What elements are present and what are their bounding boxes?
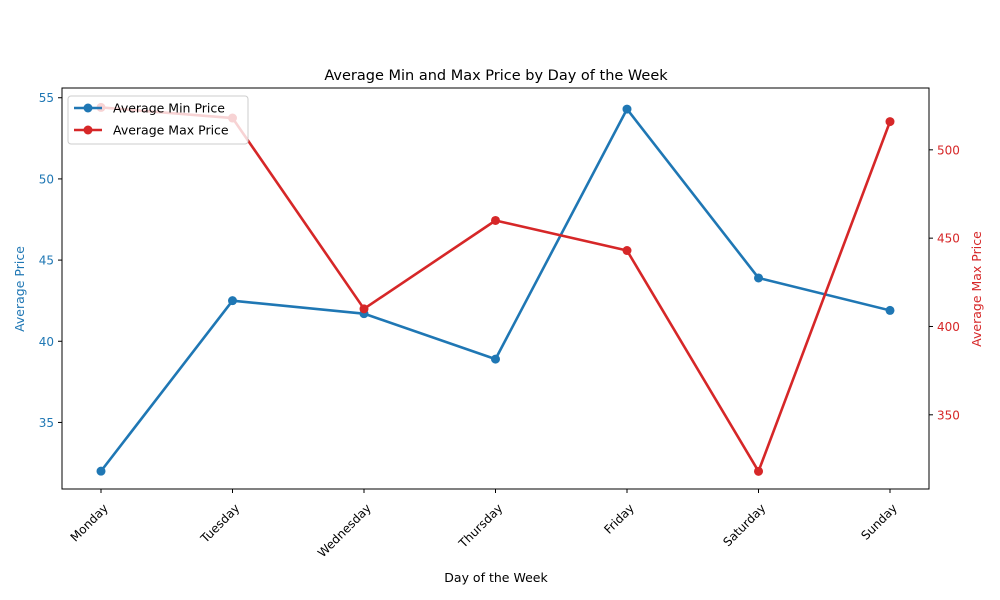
y-left-tick-label: 45 xyxy=(39,254,54,268)
data-point-min xyxy=(622,104,632,114)
y-right-tick-label: 450 xyxy=(937,232,960,246)
data-point-min xyxy=(491,354,500,364)
y-left-tick-label: 35 xyxy=(39,416,54,430)
y-left-tick-label: 40 xyxy=(39,335,54,349)
legend-entry-max: Average Max Price xyxy=(74,123,229,138)
x-axis-label: Day of the Week xyxy=(444,570,548,585)
chart-title: Average Min and Max Price by Day of the … xyxy=(324,68,668,84)
data-point-max xyxy=(359,304,369,314)
y-right-tick-label: 350 xyxy=(937,408,960,422)
legend-box xyxy=(67,95,249,145)
data-point-min xyxy=(885,305,895,315)
y-axis-left: 35 40 45 50 55 xyxy=(39,91,62,430)
legend: Average Min Price Average Max Price xyxy=(67,95,249,145)
y-axis-right-label: Average Max Price xyxy=(969,231,984,347)
legend-swatch-min-marker xyxy=(83,103,93,113)
data-point-min xyxy=(96,466,106,476)
data-point-max xyxy=(491,215,500,225)
data-point-min xyxy=(228,296,237,306)
legend-swatch-max-marker xyxy=(83,125,93,135)
y-axis-left-label: Average Price xyxy=(12,246,27,332)
data-point-max xyxy=(754,466,763,476)
y-axis-right: 350 400 450 500 xyxy=(929,143,960,422)
y-left-tick-label: 50 xyxy=(39,172,54,186)
y-right-tick-label: 400 xyxy=(937,320,960,334)
legend-entry-min: Average Min Price xyxy=(74,101,225,116)
y-right-tick-label: 500 xyxy=(937,143,960,157)
y-left-tick-label: 55 xyxy=(39,91,54,105)
data-point-max xyxy=(622,246,632,256)
series-lines xyxy=(96,102,895,476)
legend-label-max: Average Max Price xyxy=(113,123,229,138)
data-point-max xyxy=(885,117,895,127)
legend-label-min: Average Min Price xyxy=(113,101,225,116)
data-point-min xyxy=(754,273,763,283)
